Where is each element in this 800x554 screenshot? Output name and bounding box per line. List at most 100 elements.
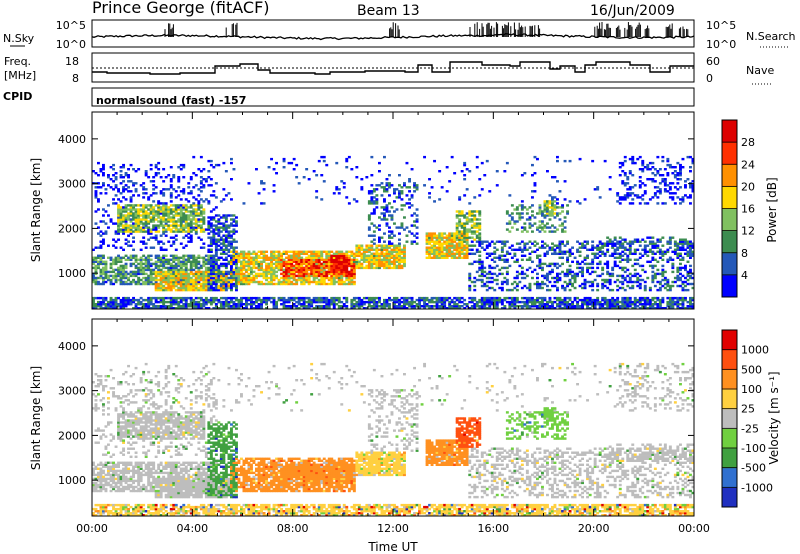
power-cell bbox=[174, 280, 178, 284]
power-cell bbox=[209, 286, 213, 290]
power-cell bbox=[152, 246, 156, 249]
power-cell bbox=[192, 212, 196, 215]
power-cell bbox=[478, 228, 482, 231]
power-cell bbox=[468, 307, 472, 310]
power-cell bbox=[159, 176, 163, 179]
power-cell bbox=[157, 200, 161, 203]
power-cell bbox=[117, 232, 121, 235]
power-cell bbox=[295, 266, 299, 270]
power-cell bbox=[483, 300, 487, 304]
power-cell bbox=[520, 200, 524, 203]
power-cell bbox=[139, 268, 143, 272]
power-cell bbox=[235, 260, 238, 264]
power-cell bbox=[337, 305, 341, 308]
power-cell bbox=[257, 266, 261, 270]
power-cell bbox=[385, 305, 389, 308]
power-cell bbox=[287, 161, 291, 165]
power-cell bbox=[127, 234, 131, 237]
power-cell bbox=[214, 262, 218, 266]
power-cell bbox=[475, 250, 479, 254]
power-cell bbox=[335, 252, 339, 256]
power-cell bbox=[372, 266, 376, 270]
power-cell bbox=[219, 264, 223, 268]
power-cell bbox=[566, 260, 570, 264]
power-cell bbox=[202, 228, 206, 231]
power-cell bbox=[154, 256, 158, 260]
power-cell bbox=[142, 214, 146, 217]
power-cell bbox=[352, 274, 356, 278]
power-cell bbox=[182, 262, 186, 266]
power-cell bbox=[443, 246, 447, 249]
power-cell bbox=[252, 278, 256, 282]
power-cell bbox=[199, 170, 203, 173]
power-cell bbox=[265, 296, 269, 300]
power-cell bbox=[204, 303, 208, 306]
power-cell bbox=[167, 286, 171, 290]
power-cell bbox=[109, 303, 113, 306]
power-cell bbox=[470, 214, 474, 217]
power-cell bbox=[267, 262, 271, 266]
power-cell bbox=[92, 258, 95, 262]
power-cell bbox=[97, 296, 100, 300]
power-cell bbox=[312, 268, 316, 272]
power-cell bbox=[99, 296, 103, 300]
power-cell bbox=[581, 260, 585, 264]
power-cell bbox=[174, 272, 178, 276]
power-cell bbox=[541, 262, 544, 266]
power-cell bbox=[315, 307, 319, 310]
power-cell bbox=[355, 300, 359, 304]
power-cell bbox=[142, 206, 146, 209]
power-cell bbox=[515, 274, 519, 278]
power-cell bbox=[154, 288, 158, 292]
power-cell bbox=[430, 305, 434, 308]
power-cell bbox=[290, 305, 294, 308]
power-cell bbox=[124, 266, 128, 270]
power-cell bbox=[142, 210, 146, 213]
power-cell bbox=[132, 168, 136, 171]
power-cell bbox=[179, 222, 183, 225]
power-cell bbox=[591, 303, 595, 306]
power-cell bbox=[606, 303, 610, 306]
power-cell bbox=[548, 270, 552, 274]
power-cell bbox=[488, 305, 492, 308]
power-cell bbox=[204, 278, 208, 282]
power-cell bbox=[174, 258, 178, 262]
power-cell bbox=[563, 252, 567, 256]
power-cell bbox=[608, 274, 612, 278]
power-cell bbox=[470, 298, 474, 302]
power-cell bbox=[435, 250, 439, 254]
power-cell bbox=[214, 268, 218, 272]
power-cell bbox=[403, 307, 406, 310]
power-cell bbox=[202, 262, 206, 266]
power-cell bbox=[192, 274, 196, 278]
power-cell bbox=[272, 270, 276, 274]
power-cell bbox=[616, 298, 620, 302]
power-cell bbox=[137, 303, 141, 306]
power-cell bbox=[485, 284, 489, 288]
power-cell bbox=[300, 260, 304, 264]
power-cell bbox=[242, 250, 246, 254]
power-cell bbox=[473, 288, 477, 292]
power-cell bbox=[112, 300, 116, 304]
power-cell bbox=[265, 264, 269, 268]
power-cell bbox=[596, 188, 600, 191]
power-cell bbox=[561, 286, 565, 290]
power-cell bbox=[292, 303, 296, 306]
power-cell bbox=[277, 278, 281, 282]
power-cell bbox=[556, 296, 559, 300]
power-cell bbox=[586, 280, 590, 284]
power-cell bbox=[310, 303, 314, 306]
power-cell bbox=[207, 256, 211, 260]
power-cell bbox=[561, 222, 565, 225]
power-cell bbox=[613, 298, 617, 302]
power-cell bbox=[154, 284, 158, 288]
power-cell bbox=[513, 286, 517, 290]
power-cell bbox=[513, 220, 517, 223]
power-cell bbox=[340, 305, 344, 308]
power-cell bbox=[558, 307, 562, 310]
power-cell bbox=[488, 254, 492, 258]
power-cell bbox=[593, 256, 597, 260]
power-cell bbox=[139, 240, 143, 243]
power-cell bbox=[129, 262, 133, 266]
power-cell bbox=[302, 307, 306, 310]
